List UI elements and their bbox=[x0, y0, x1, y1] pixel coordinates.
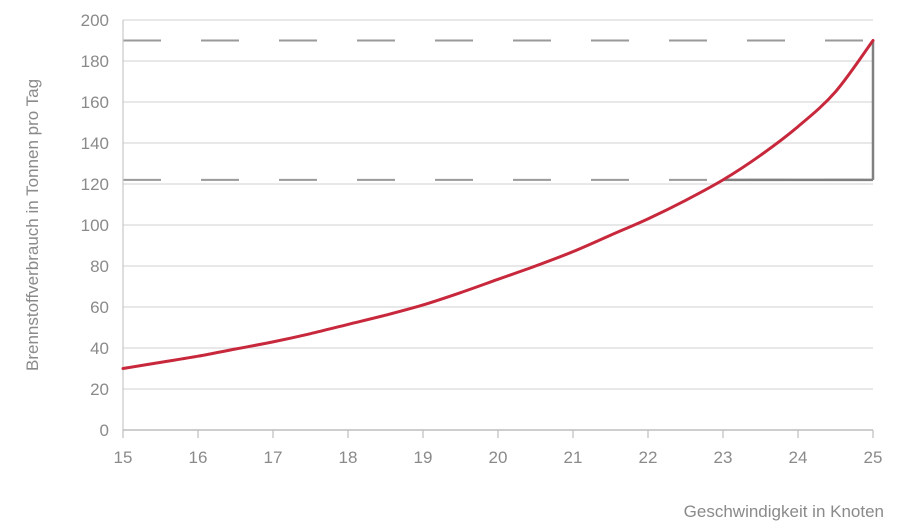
reference-lines bbox=[123, 39, 875, 182]
x-tick-label: 23 bbox=[714, 448, 733, 467]
y-tick-label: 180 bbox=[81, 52, 109, 71]
gridlines bbox=[123, 19, 873, 390]
x-tick-label: 19 bbox=[414, 448, 433, 467]
y-tick-label: 120 bbox=[81, 175, 109, 194]
x-tick-label: 22 bbox=[639, 448, 658, 467]
axes bbox=[122, 20, 874, 438]
y-tick-label: 200 bbox=[81, 11, 109, 30]
x-tick-label: 18 bbox=[339, 448, 358, 467]
x-tick-label: 15 bbox=[114, 448, 133, 467]
x-tick-label: 17 bbox=[264, 448, 283, 467]
y-tick-label: 100 bbox=[81, 216, 109, 235]
series-line-0 bbox=[121, 39, 875, 370]
y-tick-label: 40 bbox=[90, 339, 109, 358]
x-tick-label: 16 bbox=[189, 448, 208, 467]
y-tick-label: 20 bbox=[90, 380, 109, 399]
series bbox=[121, 39, 875, 370]
x-tick-label: 24 bbox=[789, 448, 808, 467]
x-tick-label: 20 bbox=[489, 448, 508, 467]
x-tick-label: 21 bbox=[564, 448, 583, 467]
y-tick-label: 60 bbox=[90, 298, 109, 317]
y-tick-label: 0 bbox=[100, 421, 109, 440]
x-tick-label: 25 bbox=[864, 448, 883, 467]
tick-labels: 0 20 40 60 80 100 120 140 160 180 200 15 16 17 18 19 20 2… bbox=[81, 11, 883, 467]
y-tick-label: 140 bbox=[81, 134, 109, 153]
y-tick-label: 160 bbox=[81, 93, 109, 112]
y-tick-label: 80 bbox=[90, 257, 109, 276]
y-axis-title: Brennstoffverbrauch in Tonnen pro Tag bbox=[23, 79, 42, 371]
x-axis-title: Geschwindigkeit in Knoten bbox=[684, 502, 884, 521]
